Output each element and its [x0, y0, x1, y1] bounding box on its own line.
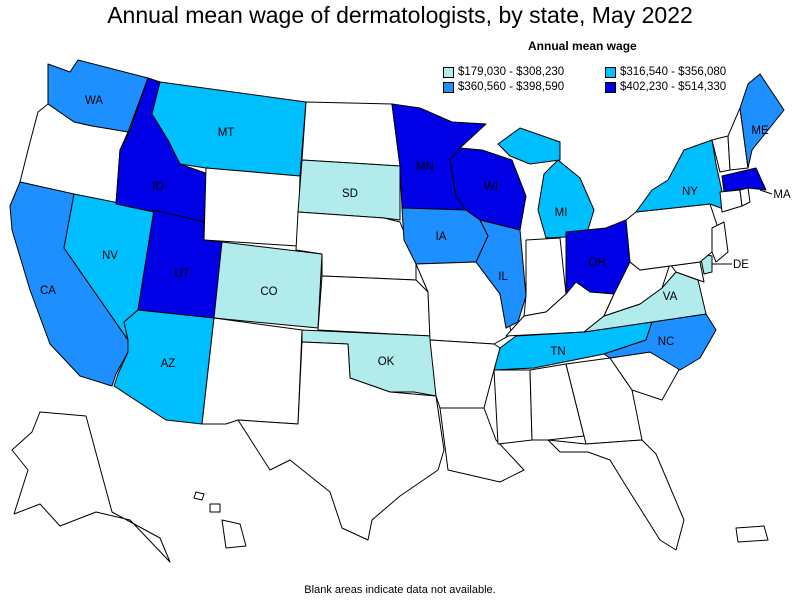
label-me: ME [751, 125, 769, 137]
state-ga [565, 357, 643, 445]
state-hi-3 [209, 503, 221, 513]
legend-item-tier4: $402,230 - $514,330 [605, 81, 726, 93]
legend-swatch-tier2 [605, 66, 616, 78]
state-co [213, 241, 323, 329]
state-fl [547, 439, 685, 551]
legend-item-tier3: $360,560 - $398,590 [443, 81, 564, 93]
state-ct [719, 189, 743, 213]
label-oh: OH [588, 257, 605, 269]
label-ok: OK [378, 356, 395, 368]
state-me [739, 73, 785, 169]
label-ma: MA [773, 189, 791, 201]
label-mn: MN [416, 161, 434, 173]
label-mt: MT [218, 127, 235, 139]
map-title: Annual mean wage of dermatologists, by s… [107, 2, 693, 28]
label-ma-leader [759, 189, 773, 195]
label-co: CO [260, 286, 277, 298]
state-hi-2 [193, 491, 205, 501]
state-ny [635, 139, 727, 213]
label-ca: CA [40, 285, 56, 297]
label-mi: MI [555, 207, 568, 219]
state-mi-up [497, 127, 561, 165]
state-ms [493, 369, 533, 445]
state-nd [301, 101, 401, 167]
state-ri [739, 187, 751, 207]
state-nm [201, 317, 303, 425]
label-ut: UT [174, 268, 189, 280]
label-nc: NC [658, 336, 675, 348]
legend-swatch-tier1 [443, 66, 454, 78]
label-nv: NV [102, 250, 118, 262]
legend-label-tier1: $179,030 - $308,230 [458, 66, 565, 78]
legend-title: Annual mean wage [528, 39, 637, 53]
label-wi: WI [484, 181, 498, 193]
label-az: AZ [161, 358, 176, 370]
state-ar [429, 339, 501, 409]
territory-pr [735, 525, 769, 543]
label-id: ID [152, 181, 164, 193]
state-ks [317, 275, 431, 337]
label-de: DE [733, 259, 749, 271]
state-mi [537, 159, 595, 239]
label-ny: NY [682, 186, 698, 198]
legend-swatch-tier3 [443, 81, 454, 93]
legend-item-tier2: $316,540 - $356,080 [605, 66, 726, 78]
legend-label-tier2: $316,540 - $356,080 [620, 66, 727, 78]
state-ma [721, 167, 767, 193]
state-il [475, 219, 527, 329]
label-ia: IA [436, 231, 447, 243]
label-sd: SD [342, 188, 358, 200]
legend-label-tier4: $402,230 - $514,330 [620, 81, 727, 93]
label-il: IL [498, 271, 508, 283]
state-la [439, 407, 525, 483]
label-wa: WA [85, 95, 103, 107]
state-wy [203, 167, 301, 247]
state-sd [297, 159, 401, 221]
legend-swatch-tier4 [605, 81, 616, 93]
label-tn: TN [550, 346, 565, 358]
state-nc [603, 313, 717, 371]
state-ak [11, 411, 171, 563]
label-va: VA [663, 291, 678, 303]
state-hi [221, 519, 247, 549]
legend-item-tier1: $179,030 - $308,230 [443, 66, 564, 78]
footnote: Blank areas indicate data not available. [304, 584, 496, 596]
state-tx [237, 341, 445, 541]
state-nj [711, 221, 729, 263]
legend-label-tier3: $360,560 - $398,590 [458, 81, 565, 93]
state-wi [449, 147, 527, 231]
